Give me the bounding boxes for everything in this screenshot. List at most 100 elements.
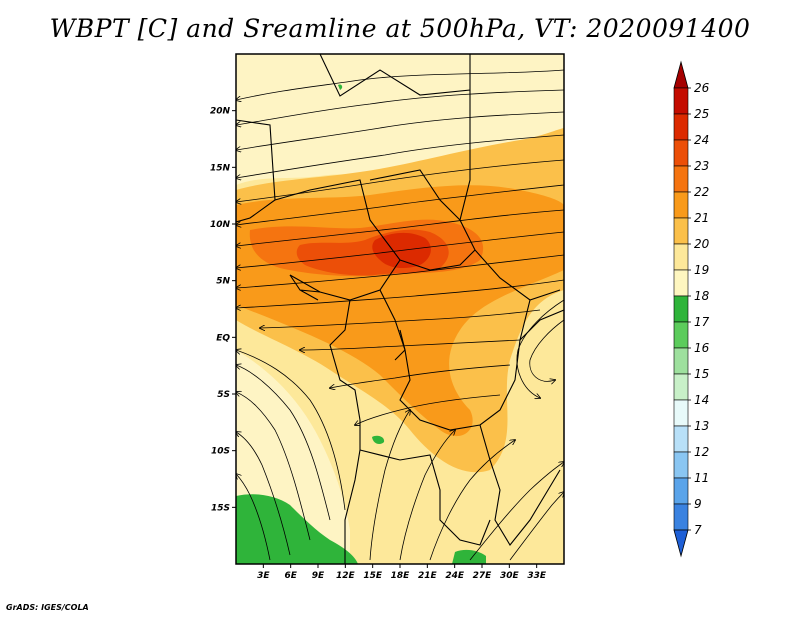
- streamline: [236, 350, 346, 511]
- colorbar-box: [673, 139, 689, 167]
- country-border: [359, 449, 491, 546]
- colorbar-box: [673, 295, 689, 323]
- colorbar-label: 19: [694, 263, 709, 277]
- colorbar-labels: 26 25 24 23 22 21 20 19 18 17 16 15 14 13 12 11 9 7: [688, 81, 710, 537]
- colorbar-label: 11: [694, 471, 709, 485]
- colorbar-label: 13: [694, 419, 709, 433]
- country-border: [274, 179, 401, 301]
- field-region-18-north: [338, 84, 343, 90]
- colorbar-label: 24: [694, 133, 709, 147]
- colorbar-label: 26: [694, 81, 710, 95]
- colorbar-box: [673, 217, 689, 245]
- lat-tick-label: EQ: [216, 333, 230, 343]
- latitude-axis: 20N 15N 10N 5N EQ 5S 10S 15S: [210, 107, 236, 513]
- colorbar-box: [673, 503, 689, 531]
- lat-tick-label: 5S: [217, 390, 230, 400]
- colorbar-box: [673, 321, 689, 349]
- streamline: [236, 365, 331, 521]
- country-border: [319, 54, 471, 97]
- chart-title: WBPT [C] and Sreamline at 500hPa, VT: 20…: [49, 14, 751, 43]
- colorbar-label: 12: [694, 445, 709, 459]
- colorbar-label: 7: [694, 523, 702, 537]
- country-border: [479, 424, 561, 546]
- colorbar-box: [673, 425, 689, 453]
- streamlines: [236, 69, 564, 561]
- lon-tick-label: 18E: [391, 571, 411, 581]
- streamline: [516, 299, 564, 398]
- lon-tick-label: 30E: [500, 571, 520, 581]
- streamline: [236, 89, 564, 125]
- lon-tick-label: 33E: [527, 571, 547, 581]
- colorbar-box: [673, 477, 689, 505]
- colorbar-label: 15: [694, 367, 709, 381]
- colorbar-label: 9: [694, 497, 702, 511]
- streamline: [236, 474, 271, 561]
- streamline: [236, 231, 564, 268]
- colorbar-top-arrow: [673, 60, 689, 89]
- colorbar-boxes: [673, 60, 689, 558]
- colorbar-label: 25: [694, 107, 709, 121]
- country-borders: [236, 54, 564, 564]
- streamline: [355, 394, 501, 425]
- country-border: [399, 249, 476, 271]
- lon-tick-label: 3E: [257, 571, 270, 581]
- colorbar-bottom-arrow: [673, 529, 689, 558]
- colorbar-box: [673, 347, 689, 375]
- colorbar-box: [673, 191, 689, 219]
- colorbar-box: [673, 113, 689, 141]
- lat-tick-label: 10N: [210, 220, 231, 230]
- colorbar-label: 18: [694, 289, 710, 303]
- country-border: [329, 299, 361, 564]
- streamline: [236, 432, 291, 556]
- colorbar-label: 16: [694, 341, 710, 355]
- field-region-18-southwest: [236, 494, 358, 564]
- lon-tick-label: 21E: [418, 571, 438, 581]
- streamline: [236, 254, 564, 288]
- field-region-18-spot: [372, 435, 385, 445]
- lat-tick-label: 15N: [210, 163, 231, 173]
- streamline: [236, 209, 564, 246]
- field-region-18-south: [452, 549, 486, 564]
- longitude-axis: 3E 6E 9E 12E 15E 18E 21E 24E 27E 30E 33E: [257, 564, 547, 581]
- country-border: [369, 169, 461, 221]
- colorbar-label: 17: [694, 315, 710, 329]
- streamline: [300, 339, 521, 350]
- lat-tick-label: 10S: [211, 447, 230, 457]
- lon-tick-label: 9E: [312, 571, 325, 581]
- streamline: [236, 159, 564, 202]
- streamline: [236, 111, 564, 150]
- lat-tick-label: 20N: [210, 107, 231, 117]
- streamline: [429, 440, 515, 561]
- streamline: [236, 134, 564, 178]
- streamline: [369, 410, 410, 561]
- colorbar-box: [673, 269, 689, 297]
- lon-tick-label: 24E: [445, 571, 465, 581]
- streamline: [236, 392, 311, 541]
- streamline: [529, 319, 564, 381]
- lon-tick-label: 12E: [336, 571, 356, 581]
- colorbar-box: [673, 87, 689, 115]
- streamline: [399, 430, 455, 561]
- lon-tick-label: 27E: [473, 571, 493, 581]
- colorbar-label: 20: [694, 237, 710, 251]
- colorbar-label: 22: [694, 185, 709, 199]
- coastline: [289, 274, 321, 301]
- colorbar-box: [673, 165, 689, 193]
- streamline: [236, 184, 564, 225]
- streamline: [509, 492, 564, 561]
- grads-credit: GrADS: IGES/COLA: [6, 603, 89, 612]
- streamline: [260, 309, 541, 328]
- streamline: [236, 279, 564, 308]
- colorbar-label: 14: [694, 393, 709, 407]
- streamline: [469, 462, 564, 561]
- colorbar-label: 21: [694, 211, 709, 225]
- lon-tick-label: 6E: [284, 571, 297, 581]
- colorbar-label: 23: [694, 159, 709, 173]
- temperature-field: [236, 54, 564, 564]
- lat-tick-label: 5N: [216, 277, 230, 287]
- country-border: [519, 309, 564, 341]
- lat-tick-label: 15S: [211, 503, 230, 513]
- colorbar-box: [673, 243, 689, 271]
